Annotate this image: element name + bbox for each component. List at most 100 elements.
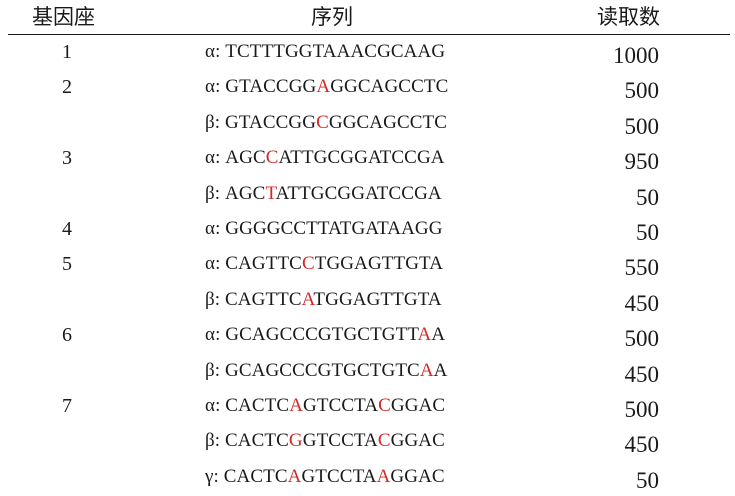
base: C (288, 288, 302, 310)
base: A (370, 76, 385, 98)
sequence-cell: α: AGCCATTGCGGATCCGA (205, 143, 445, 173)
allele-separator: : (214, 111, 226, 133)
base: T (331, 324, 344, 346)
base: A (275, 182, 288, 204)
base: C (341, 395, 355, 416)
base: C (225, 430, 238, 452)
snp-base: C (301, 253, 315, 275)
base: G (383, 111, 397, 133)
base: G (239, 147, 253, 169)
base: G (301, 465, 316, 487)
base: A (225, 147, 240, 169)
allele-label: α (205, 76, 216, 98)
allele-label: α (205, 147, 216, 169)
read-count: 500 (624, 113, 660, 139)
base: G (225, 76, 240, 98)
base: C (251, 395, 265, 416)
base: T (273, 41, 285, 62)
base: C (279, 359, 293, 381)
base: G (414, 182, 428, 204)
base: C (292, 359, 305, 381)
snp-base: A (289, 395, 304, 416)
sequence-cell: β: GTACCGGCGGCAGCCTC (205, 108, 447, 138)
base: T (238, 111, 250, 133)
sequence-cell: β: GCAGCCCGTGCTGTCAA (205, 356, 447, 386)
base: C (225, 253, 239, 275)
base: T (299, 182, 311, 204)
base: C (341, 430, 354, 452)
base: A (418, 430, 433, 452)
base: G (428, 218, 443, 239)
allele-separator: : (215, 147, 226, 169)
locus-number: 4 (62, 218, 72, 240)
table-row: β: CAGTTCATGGAGTTGTA 450 (0, 285, 735, 316)
base: T (407, 324, 418, 346)
base: G (238, 182, 253, 204)
base: C (225, 395, 239, 416)
base: A (418, 465, 432, 487)
sequence-cell: α: TCTTTGGTAAACGCAAG (205, 37, 445, 67)
base: A (403, 41, 418, 62)
base: G (340, 147, 355, 169)
base: T (277, 288, 289, 310)
base: C (328, 395, 342, 416)
base: T (395, 359, 408, 381)
base: G (284, 41, 299, 62)
base: A (237, 430, 252, 452)
base: G (404, 395, 419, 416)
base: A (364, 395, 379, 416)
locus-number: 7 (62, 395, 72, 417)
allele-label: β (205, 182, 215, 204)
snp-base: C (265, 147, 279, 169)
base: T (331, 359, 344, 381)
base: T (339, 218, 352, 239)
base: C (407, 359, 420, 381)
base: A (431, 324, 446, 346)
allele-separator: : (213, 465, 224, 487)
base: C (239, 324, 252, 346)
base: T (423, 76, 436, 98)
base: C (237, 41, 250, 62)
locus-number: 6 (62, 324, 72, 347)
base: G (338, 288, 353, 310)
base: T (369, 359, 382, 381)
base: A (387, 218, 402, 239)
base: G (404, 465, 419, 487)
table-row: β: AGCTATTGCGGATCCGA 50 (0, 179, 735, 210)
base: G (366, 288, 381, 310)
base: G (381, 359, 396, 381)
base: G (342, 111, 357, 133)
base: C (357, 359, 370, 381)
header-locus: 基因座 (32, 5, 95, 29)
base: T (422, 111, 435, 133)
base: C (292, 324, 306, 346)
read-count: 550 (624, 255, 660, 281)
table-row: β: GTACCGGCGGCAGCCTC 500 (0, 108, 735, 139)
sequence-cell: α: GCAGCCCGTGCTGTTAA (205, 320, 445, 350)
base: G (390, 465, 405, 487)
allele-label: α (205, 218, 216, 239)
base: G (431, 41, 446, 62)
base: G (298, 41, 313, 62)
sequence-bases: CAGTTCCTGGAGTTGTA (225, 253, 443, 274)
base: T (261, 41, 274, 62)
base: T (380, 288, 393, 310)
base: C (324, 182, 338, 204)
base: C (279, 324, 293, 346)
base: T (312, 41, 323, 62)
sequence-cell: α: GGGGCCTTATGATAAGG (205, 214, 443, 244)
base: C (252, 147, 266, 169)
table-row: β: GCAGCCCGTGCTGTCAA 450 (0, 356, 735, 387)
base: C (390, 41, 404, 62)
snp-base: C (316, 111, 329, 133)
base: G (351, 218, 366, 239)
allele-separator: : (214, 288, 226, 310)
allele-label: β (205, 111, 215, 133)
base: C (276, 430, 289, 452)
snp-base: A (301, 288, 314, 310)
base: G (225, 111, 239, 133)
table-row: 4 α: GGGGCCTTATGATAAGG 50 (0, 214, 735, 245)
sequence-bases: TCTTTGGTAAACGCAAG (225, 41, 445, 62)
base: T (317, 218, 329, 239)
base: T (263, 465, 275, 487)
